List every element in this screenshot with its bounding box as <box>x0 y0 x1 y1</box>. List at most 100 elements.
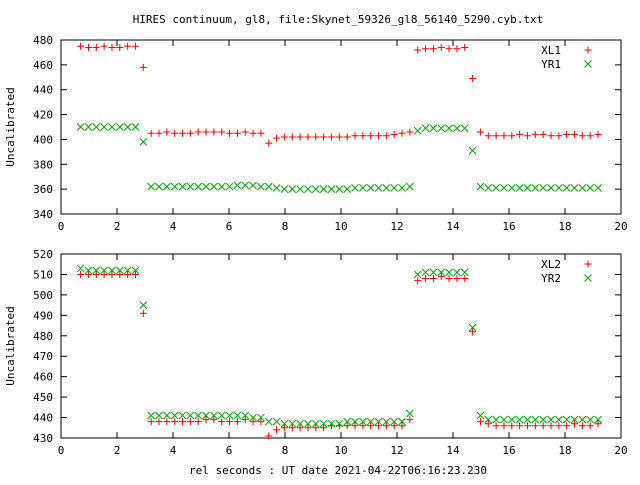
data-point <box>162 182 171 191</box>
data-point <box>461 275 469 283</box>
series-XL1 <box>77 42 602 147</box>
data-point <box>586 422 594 430</box>
data-point <box>100 42 108 50</box>
data-point <box>359 132 367 140</box>
data-point <box>547 132 555 140</box>
y-tick-label: 440 <box>33 84 53 97</box>
data-point <box>414 277 422 285</box>
data-point <box>257 413 265 422</box>
data-point <box>563 130 571 138</box>
data-point <box>194 182 203 191</box>
data-point <box>147 129 155 137</box>
data-point <box>84 123 93 131</box>
data-point <box>398 417 406 426</box>
data-point <box>468 323 477 332</box>
data-point <box>531 184 540 192</box>
data-point <box>398 422 406 430</box>
data-point <box>280 133 288 141</box>
data-point <box>108 270 116 278</box>
y-axis-label: Uncalibrated <box>4 87 17 166</box>
data-point <box>476 411 485 420</box>
data-point <box>202 416 210 424</box>
x-tick-label: 2 <box>114 220 121 233</box>
data-point <box>351 132 359 140</box>
data-point <box>374 417 383 426</box>
data-point <box>139 63 147 71</box>
data-point <box>507 415 516 424</box>
data-point <box>500 422 508 430</box>
data-point <box>445 275 453 283</box>
data-point <box>233 418 241 426</box>
data-point <box>422 275 430 283</box>
data-point <box>374 184 383 192</box>
data-point <box>92 123 101 131</box>
data-point <box>226 129 234 137</box>
chart-panels: 0 2 4 6 8 10 12 14 16 18 2034036038040042044046048… <box>4 34 628 457</box>
data-point <box>382 422 390 430</box>
data-point <box>233 129 241 137</box>
data-point <box>186 418 194 426</box>
y-tick-label: 360 <box>33 183 53 196</box>
data-point <box>131 266 140 275</box>
data-point <box>319 419 328 428</box>
data-point <box>476 418 484 426</box>
data-point <box>147 182 156 191</box>
data-point <box>155 418 163 426</box>
data-point <box>414 46 422 54</box>
data-point <box>421 124 430 133</box>
y-tick-label: 400 <box>33 133 53 146</box>
data-point <box>92 43 100 51</box>
data-point <box>531 422 539 430</box>
data-point <box>280 424 288 432</box>
data-point <box>343 185 352 193</box>
x-tick-label: 18 <box>558 444 571 457</box>
data-point <box>586 415 595 424</box>
data-point <box>594 184 602 192</box>
data-point <box>406 416 414 424</box>
x-tick-label: 10 <box>334 444 347 457</box>
x-tick-label: 6 <box>226 220 233 233</box>
data-point <box>210 411 218 420</box>
data-point <box>170 182 179 191</box>
legend-marker <box>584 46 592 54</box>
data-point <box>531 415 540 424</box>
data-point <box>460 268 469 277</box>
data-point <box>171 418 179 426</box>
data-point <box>406 182 414 191</box>
data-point <box>304 424 312 432</box>
data-point <box>594 130 602 138</box>
data-point <box>460 124 469 133</box>
data-point <box>343 133 351 141</box>
data-point <box>320 133 328 141</box>
data-point <box>594 420 602 428</box>
data-point <box>429 124 438 133</box>
data-point <box>429 268 438 277</box>
data-point <box>358 417 367 426</box>
data-point <box>155 129 163 137</box>
data-point <box>523 415 532 424</box>
data-point <box>547 422 555 430</box>
data-point <box>170 411 179 420</box>
data-point <box>288 185 297 193</box>
data-point <box>547 415 555 424</box>
data-point <box>155 182 163 191</box>
data-point <box>500 132 508 140</box>
data-point <box>422 45 430 53</box>
y-tick-label: 480 <box>33 330 53 343</box>
data-point <box>147 411 156 420</box>
data-point <box>218 128 226 136</box>
data-point <box>445 268 453 277</box>
chart-title: HIRES continuum, gl8, file:Skynet_59326_… <box>133 13 544 26</box>
legend-label: YR2 <box>541 272 561 285</box>
data-point <box>312 424 320 432</box>
y-tick-label: 380 <box>33 158 53 171</box>
data-point <box>186 182 195 191</box>
data-point <box>241 416 249 424</box>
data-point <box>476 128 484 136</box>
data-point <box>523 132 531 140</box>
data-point <box>429 275 437 283</box>
data-point <box>139 309 147 317</box>
data-point <box>178 182 187 191</box>
data-point <box>202 182 210 191</box>
data-point <box>437 124 446 133</box>
